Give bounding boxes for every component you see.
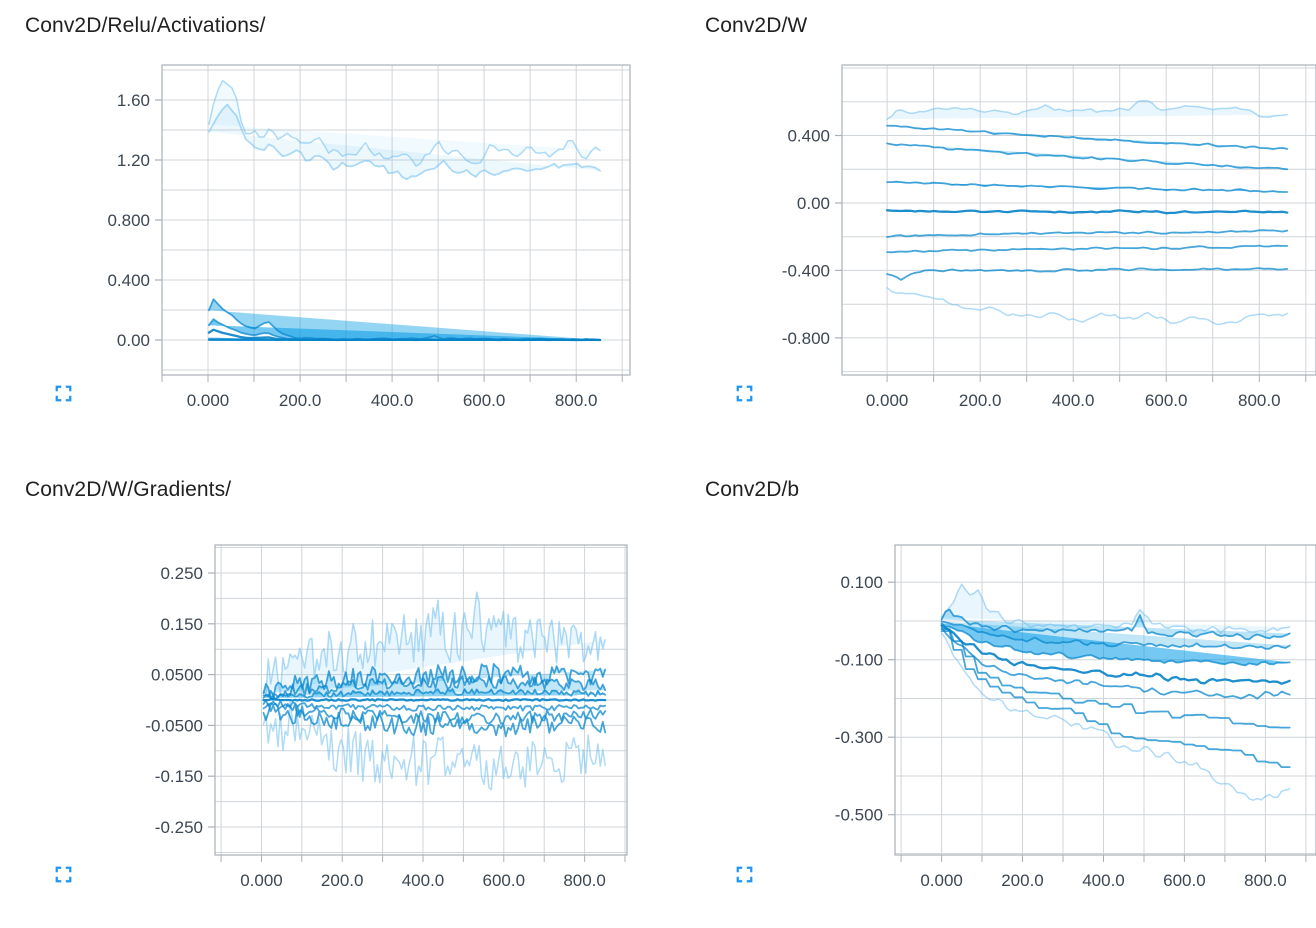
distribution-chart: 0.000 200.0 400.0 600.0 800.0 0.400 0.00 -0.400… (782, 64, 1316, 410)
svg-text:-0.800: -0.800 (782, 329, 830, 348)
chart-title: Conv2D/W/Gradients/ (25, 478, 232, 501)
svg-text:800.0: 800.0 (563, 871, 606, 890)
expand-button[interactable] (50, 861, 77, 888)
chart-panel-biases: Conv2D/b 0.000 200.0 400.0 600.0 800.0 0.100 -… (658, 464, 1316, 928)
distribution-chart: 0.000 200.0 400.0 600.0 800.0 0.100 -0.100 -0.3… (835, 544, 1316, 890)
svg-text:1.60: 1.60 (117, 91, 150, 110)
svg-text:0.0500: 0.0500 (151, 666, 203, 685)
svg-text:200.0: 200.0 (1001, 871, 1044, 890)
svg-text:0.100: 0.100 (840, 573, 883, 592)
svg-text:400.0: 400.0 (1052, 391, 1095, 410)
svg-text:1.20: 1.20 (117, 151, 150, 170)
chart-panel-activations: Conv2D/Relu/Activations/ 0.000 200.0 400.0… (0, 0, 658, 464)
chart-title: Conv2D/Relu/Activations/ (25, 14, 266, 37)
fullscreen-icon (55, 385, 72, 402)
chart-title: Conv2D/b (705, 478, 800, 501)
svg-text:400.0: 400.0 (402, 871, 445, 890)
chart-title: Conv2D/W (705, 14, 808, 37)
svg-text:0.250: 0.250 (160, 564, 203, 583)
svg-text:0.000: 0.000 (920, 871, 963, 890)
svg-text:600.0: 600.0 (483, 871, 526, 890)
svg-text:-0.400: -0.400 (782, 261, 830, 280)
svg-text:-0.300: -0.300 (835, 728, 883, 747)
svg-text:600.0: 600.0 (463, 391, 506, 410)
svg-text:-0.250: -0.250 (155, 818, 203, 837)
svg-text:-0.0500: -0.0500 (145, 716, 203, 735)
expand-button[interactable] (731, 380, 758, 407)
svg-text:0.000: 0.000 (866, 391, 909, 410)
svg-text:-0.150: -0.150 (155, 767, 203, 786)
fullscreen-icon (736, 866, 753, 883)
chart-panel-weights: Conv2D/W 0.000 200.0 400.0 600.0 800.0 0.400 0… (658, 0, 1316, 464)
fullscreen-icon (55, 866, 72, 883)
fullscreen-icon (736, 385, 753, 402)
expand-button[interactable] (50, 380, 77, 407)
svg-text:0.000: 0.000 (240, 871, 283, 890)
distribution-chart: 0.000 200.0 400.0 600.0 800.0 0.250 0.150 0.050… (145, 544, 628, 890)
svg-text:-0.500: -0.500 (835, 806, 883, 825)
svg-text:400.0: 400.0 (1082, 871, 1125, 890)
svg-text:0.800: 0.800 (107, 211, 150, 230)
svg-text:800.0: 800.0 (1238, 391, 1281, 410)
svg-text:200.0: 200.0 (279, 391, 322, 410)
svg-text:400.0: 400.0 (371, 391, 414, 410)
svg-text:200.0: 200.0 (321, 871, 364, 890)
svg-text:0.00: 0.00 (797, 194, 830, 213)
svg-text:800.0: 800.0 (1244, 871, 1287, 890)
svg-text:0.00: 0.00 (117, 331, 150, 350)
svg-text:-0.100: -0.100 (835, 651, 883, 670)
expand-button[interactable] (731, 861, 758, 888)
svg-text:600.0: 600.0 (1163, 871, 1206, 890)
svg-text:800.0: 800.0 (555, 391, 598, 410)
chart-panel-gradients: Conv2D/W/Gradients/ 0.000 200.0 400.0 600.0… (0, 464, 658, 928)
svg-text:0.150: 0.150 (160, 615, 203, 634)
svg-text:200.0: 200.0 (959, 391, 1002, 410)
svg-text:0.000: 0.000 (187, 391, 230, 410)
distribution-chart: 0.000 200.0 400.0 600.0 800.0 1.60 1.20 0.800 0.… (107, 64, 631, 410)
svg-text:600.0: 600.0 (1145, 391, 1188, 410)
svg-text:0.400: 0.400 (787, 127, 830, 146)
svg-text:0.400: 0.400 (107, 271, 150, 290)
